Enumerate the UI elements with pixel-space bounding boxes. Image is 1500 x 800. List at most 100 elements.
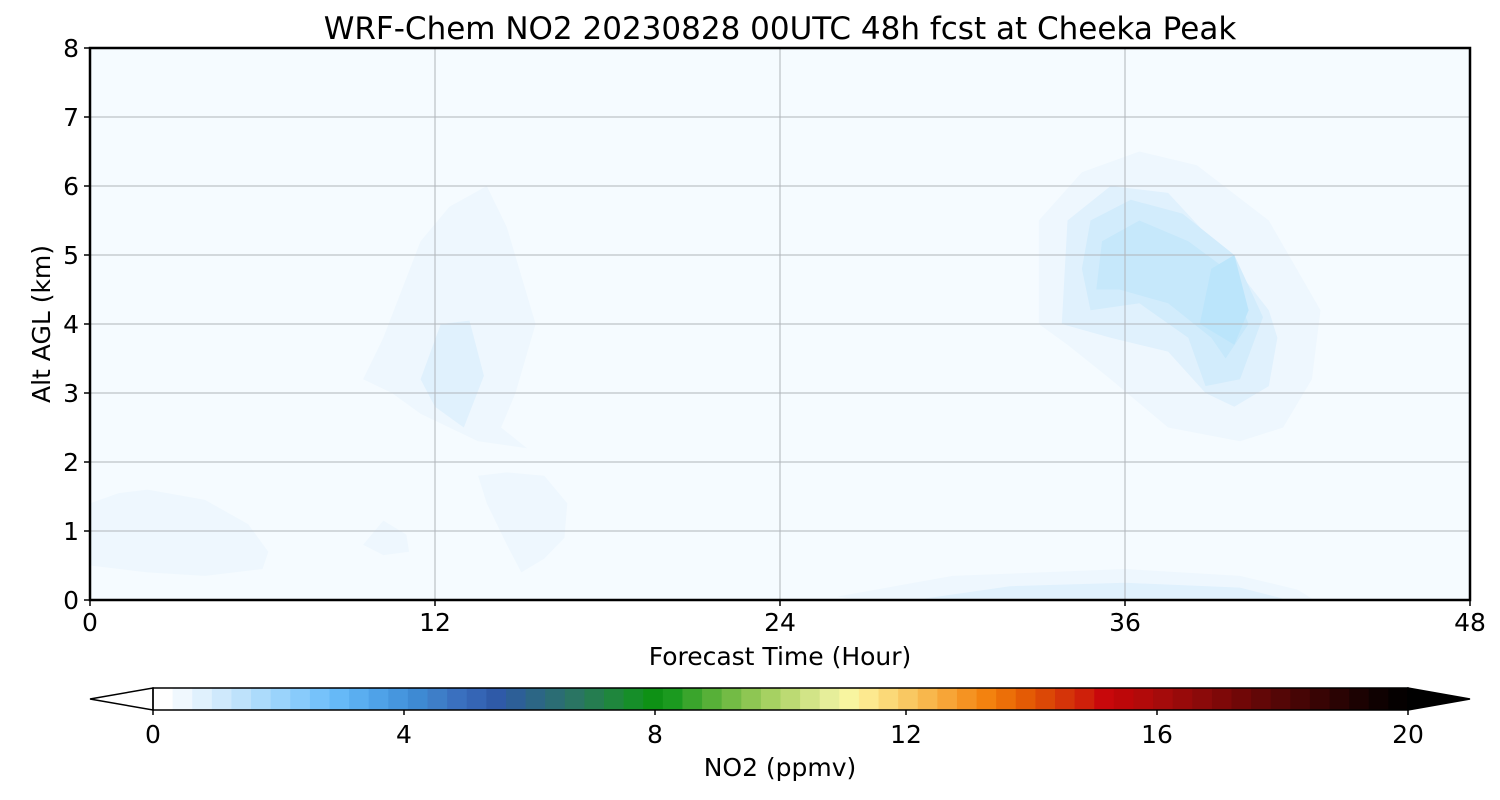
colorbar-swatch	[1192, 688, 1213, 710]
colorbar-tick-label: 16	[1141, 720, 1173, 749]
colorbar-swatch	[290, 688, 311, 710]
colorbar-swatch	[153, 688, 174, 710]
colorbar-swatch	[1388, 688, 1409, 710]
colorbar-swatch	[584, 688, 605, 710]
colorbar-swatch	[427, 688, 448, 710]
x-axis-label: Forecast Time (Hour)	[649, 642, 912, 671]
colorbar-swatch	[1349, 688, 1370, 710]
colorbar-tick-label: 0	[145, 720, 161, 749]
x-tick-label: 24	[764, 608, 796, 637]
colorbar-swatch	[1133, 688, 1154, 710]
colorbar-swatch	[604, 688, 625, 710]
x-axis: 0 12 24 36 48	[82, 600, 1486, 637]
colorbar-swatch	[1094, 688, 1115, 710]
colorbar-swatch	[329, 688, 350, 710]
colorbar-swatch	[721, 688, 742, 710]
colorbar-tick-label: 20	[1392, 720, 1424, 749]
colorbar-swatch	[996, 688, 1017, 710]
colorbar-swatch	[878, 688, 899, 710]
colorbar-swatch	[368, 688, 389, 710]
colorbar-swatch	[1368, 688, 1389, 710]
colorbar-tick-label: 12	[890, 720, 922, 749]
colorbar-swatch	[956, 688, 978, 710]
colorbar-swatch	[192, 688, 213, 710]
colorbar-swatch	[1231, 688, 1252, 710]
contour-region-low-level-0h	[90, 489, 269, 576]
contour-region-surface-layer-inner	[923, 582, 1284, 599]
colorbar: 0 4 8 12 16 20	[89, 687, 1471, 749]
colorbar-swatch	[1172, 688, 1193, 710]
colorbar-swatch	[564, 688, 586, 710]
colorbar-swatch	[623, 688, 644, 710]
colorbar-swatch	[760, 688, 782, 710]
x-tick-label: 0	[82, 608, 98, 637]
colorbar-swatch	[1290, 688, 1311, 710]
colorbar-swatch	[1329, 688, 1350, 710]
colorbar-swatch	[447, 688, 468, 710]
colorbar-swatch	[1015, 688, 1037, 710]
colorbar-swatch	[780, 688, 801, 710]
colorbar-swatch	[1251, 688, 1272, 710]
contour-region-low-level-14h	[478, 472, 568, 573]
colorbar-tick-label: 4	[396, 720, 412, 749]
y-tick-label: 6	[63, 172, 79, 201]
x-tick-label: 36	[1109, 608, 1141, 637]
colorbar-swatch	[1211, 688, 1233, 710]
colorbar-swatch	[1035, 688, 1056, 710]
colorbar-swatch	[898, 688, 919, 710]
y-tick-label: 2	[63, 448, 79, 477]
colorbar-swatch	[1309, 688, 1331, 710]
y-tick-label: 7	[63, 103, 79, 132]
colorbar-swatch	[976, 688, 997, 710]
colorbar-swatch	[525, 688, 546, 710]
colorbar-swatch	[839, 688, 860, 710]
colorbar-swatch	[819, 688, 840, 710]
colorbar-swatch	[172, 688, 193, 710]
contour-regions	[90, 151, 1321, 599]
colorbar-swatch	[702, 688, 723, 710]
y-tick-label: 8	[63, 34, 79, 63]
contour-region-mid-level-12h-outer	[363, 186, 536, 449]
colorbar-swatch	[505, 688, 527, 710]
colorbar-over-arrow	[1407, 687, 1471, 711]
x-tick-label: 12	[419, 608, 451, 637]
colorbar-swatch	[486, 688, 507, 710]
chart-title: WRF-Chem NO2 20230828 00UTC 48h fcst at …	[324, 11, 1237, 47]
colorbar-swatch	[643, 688, 664, 710]
colorbar-label: NO2 (ppmv)	[704, 753, 857, 782]
colorbar-swatch	[1153, 688, 1174, 710]
y-axis-label: Alt AGL (km)	[27, 245, 56, 403]
colorbar-swatch	[662, 688, 684, 710]
y-tick-label: 0	[63, 586, 79, 615]
y-tick-label: 5	[63, 241, 79, 270]
y-tick-label: 1	[63, 517, 79, 546]
colorbar-swatch	[741, 688, 762, 710]
contour-region-plume-36h-l5	[1199, 255, 1249, 345]
colorbar-swatch	[917, 688, 938, 710]
colorbar-swatch	[800, 688, 821, 710]
colorbar-swatch	[407, 688, 429, 710]
contour-region-low-level-10h-small	[363, 520, 410, 556]
colorbar-swatch	[682, 688, 703, 710]
colorbar-tick-label: 8	[647, 720, 663, 749]
colorbar-swatch	[388, 688, 409, 710]
colorbar-swatch	[231, 688, 252, 710]
colorbar-frame	[152, 687, 1409, 711]
colorbar-swatch	[349, 688, 370, 710]
y-axis: 0 1 2 3 4 5 6 7 8	[63, 34, 90, 615]
colorbar-swatch	[251, 688, 272, 710]
colorbar-swatch	[466, 688, 487, 710]
y-tick-label: 3	[63, 379, 79, 408]
colorbar-swatch	[545, 688, 566, 710]
colorbar-swatch	[858, 688, 880, 710]
colorbar-swatch	[937, 688, 958, 710]
x-tick-label: 48	[1454, 608, 1486, 637]
colorbar-swatch	[1113, 688, 1135, 710]
colorbar-swatch	[1270, 688, 1291, 710]
colorbar-swatch	[270, 688, 291, 710]
colorbar-swatch	[211, 688, 233, 710]
colorbar-swatch	[1074, 688, 1095, 710]
contour-region-mid-level-12h-inner	[420, 320, 484, 428]
y-tick-label: 4	[63, 310, 79, 339]
